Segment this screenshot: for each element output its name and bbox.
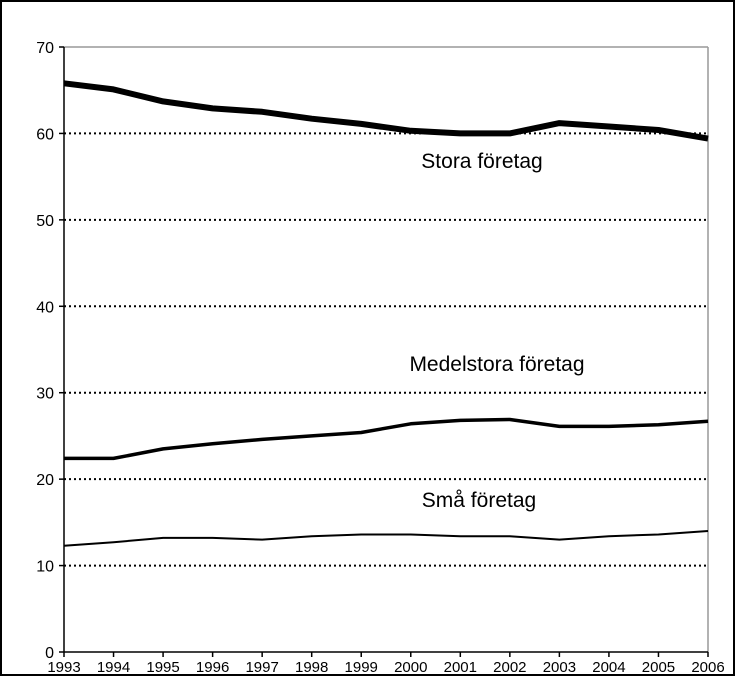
y-axis-tick-labels: 0 10 20 30 40 50 60 70 bbox=[36, 40, 54, 662]
x-tick-label: 1997 bbox=[245, 659, 278, 676]
series-label-2: Små företag bbox=[422, 489, 536, 512]
x-tick-label: 2003 bbox=[543, 659, 576, 676]
axes bbox=[59, 46, 709, 657]
series-labels: Stora företag Medelstora företag Små föret… bbox=[409, 150, 584, 512]
y-tick-label: 60 bbox=[36, 126, 54, 143]
x-tick-label: 1993 bbox=[47, 659, 80, 676]
x-tick-label: 1998 bbox=[295, 659, 328, 676]
y-tick-label: 40 bbox=[36, 299, 54, 316]
x-tick-label: 2004 bbox=[592, 659, 625, 676]
y-tick-label: 10 bbox=[36, 559, 54, 576]
x-tick-label: 2006 bbox=[691, 659, 724, 676]
x-tick-label: 2001 bbox=[444, 659, 477, 676]
x-tick-label: 2000 bbox=[394, 659, 427, 676]
x-tick-label: 2002 bbox=[493, 659, 526, 676]
x-tick-label: 1999 bbox=[345, 659, 378, 676]
x-tick-label: 1995 bbox=[146, 659, 179, 676]
series-lines bbox=[63, 80, 709, 547]
series-label-0: Stora företag bbox=[421, 150, 542, 173]
x-tick-label: 2005 bbox=[642, 659, 675, 676]
x-tick-label: 1994 bbox=[97, 659, 130, 676]
series-line-0 bbox=[63, 80, 709, 142]
series-label-1: Medelstora företag bbox=[409, 353, 584, 376]
gridlines bbox=[64, 132, 708, 567]
series-line-1 bbox=[64, 417, 709, 461]
y-tick-label: 0 bbox=[45, 645, 54, 662]
y-tick-label: 70 bbox=[36, 40, 54, 57]
series-line-2 bbox=[63, 530, 709, 547]
x-tick-label: 1996 bbox=[196, 659, 229, 676]
y-tick-label: 20 bbox=[36, 472, 54, 489]
x-axis-tick-labels: 1993 1994 1995 1996 1997 1998 1999 2000 2001 2002… bbox=[47, 659, 724, 676]
y-tick-label: 50 bbox=[36, 213, 54, 230]
y-tick-label: 30 bbox=[36, 386, 54, 403]
